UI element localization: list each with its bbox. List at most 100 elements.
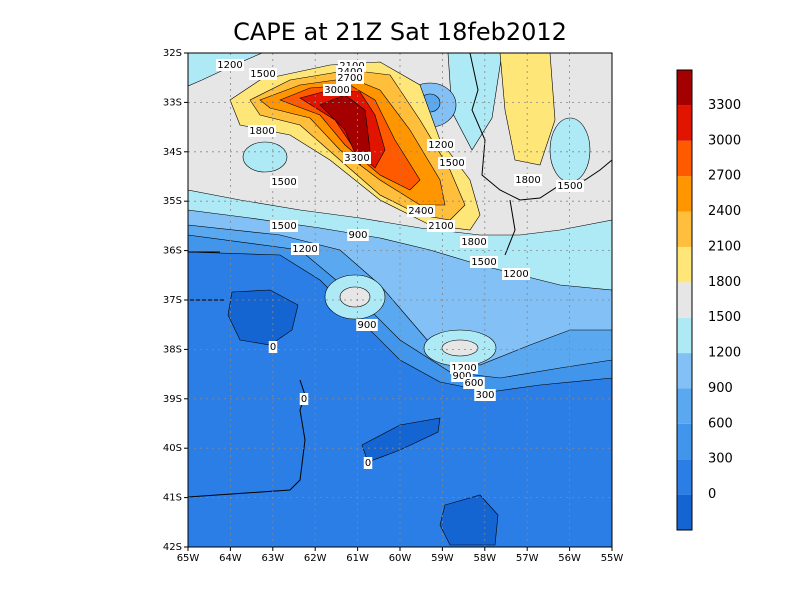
coastline — [469, 52, 613, 256]
contour-label: 0 — [365, 458, 371, 469]
contour-label-box — [556, 180, 584, 192]
contour-region — [242, 141, 288, 173]
chart-title: CAPE at 21Z Sat 18feb2012 — [233, 18, 567, 46]
contour-label: 1200 — [217, 60, 242, 71]
colorbar-swatch — [677, 353, 692, 389]
colorbar-label: 300 — [708, 452, 733, 467]
contour-label-box — [268, 341, 278, 353]
contour-label-box — [363, 457, 373, 469]
contour-label-box — [460, 236, 488, 248]
x-tick-label: 60W — [389, 553, 412, 564]
colorbar-label: 3300 — [708, 98, 741, 113]
contour-label: 1500 — [439, 158, 464, 169]
contour-label-box — [427, 220, 455, 232]
contour-label-box — [470, 256, 498, 268]
y-tick-label: 41S — [163, 493, 182, 504]
y-tick-label: 32S — [163, 48, 182, 59]
contour-label: 1200 — [428, 140, 453, 151]
contour-label: 900 — [357, 320, 376, 331]
contour-label-box — [502, 268, 530, 280]
y-tick-label: 39S — [163, 394, 182, 405]
contour-label-box — [356, 319, 378, 331]
contour-label: 1500 — [471, 257, 496, 268]
contour-label: 1800 — [461, 237, 486, 248]
contour-label-box — [427, 139, 455, 151]
contour-label-box — [249, 68, 277, 80]
contour-label-box — [474, 389, 496, 401]
x-tick-label: 64W — [219, 553, 242, 564]
y-tick-label: 33S — [163, 97, 182, 108]
colorbar-label: 600 — [708, 416, 733, 431]
colorbar-label: 0 — [708, 487, 716, 502]
y-tick-label: 42S — [163, 542, 182, 553]
colorbar-label: 1500 — [708, 310, 741, 325]
colorbar-swatch — [677, 317, 692, 354]
contour-label: 1500 — [271, 221, 296, 232]
colorbar-label: 900 — [708, 381, 733, 396]
colorbar-swatch — [677, 246, 692, 283]
y-tick-label: 36S — [163, 246, 182, 257]
contour-label: 0 — [270, 342, 276, 353]
contour-label-box — [270, 220, 298, 232]
colorbar-swatch — [677, 176, 692, 212]
colorbar-swatch — [677, 388, 692, 424]
contour-region — [339, 286, 371, 308]
colorbar-swatch — [677, 211, 692, 247]
contour-label: 1800 — [249, 126, 274, 137]
contour-label: 600 — [464, 378, 483, 389]
contour-label: 3300 — [344, 153, 369, 164]
contour-label-box — [463, 377, 485, 389]
contour-label-box — [323, 84, 351, 96]
colorbar-swatch — [677, 459, 692, 495]
contour-label-box — [299, 393, 309, 405]
y-tick-label: 34S — [163, 147, 182, 158]
contour-label: 2100 — [428, 221, 453, 232]
contour-label: 2400 — [408, 206, 433, 217]
contour-label: 3000 — [324, 85, 349, 96]
contour-label: 0 — [301, 394, 307, 405]
contour-label-box — [438, 157, 466, 169]
y-tick-label: 38S — [163, 344, 182, 355]
colorbar-label: 1800 — [708, 275, 741, 290]
contour-label-box — [248, 125, 276, 137]
contour-label: 300 — [475, 390, 494, 401]
contour-label: 900 — [348, 230, 367, 241]
contour-label: 2700 — [337, 73, 362, 84]
x-tick-label: 55W — [601, 553, 624, 564]
x-tick-label: 57W — [516, 553, 539, 564]
contour-label-box — [514, 174, 542, 186]
contour-region — [227, 289, 299, 346]
contour-region — [441, 339, 479, 357]
contour-label-box — [291, 243, 319, 255]
contour-label: 1200 — [292, 244, 317, 255]
colorbar-label: 3000 — [708, 133, 741, 148]
contour-region — [439, 494, 499, 546]
contour-label: 1200 — [451, 363, 476, 374]
x-tick-label: 63W — [261, 553, 284, 564]
x-tick-label: 62W — [304, 553, 327, 564]
contour-label: 1500 — [250, 69, 275, 80]
contour-label: 1200 — [503, 269, 528, 280]
contour-label-box — [343, 152, 371, 164]
contour-label: 1800 — [515, 175, 540, 186]
x-tick-label: 58W — [473, 553, 496, 564]
x-tick-label: 65W — [177, 553, 200, 564]
colorbar-frame — [676, 69, 693, 531]
colorbar-swatch — [677, 105, 692, 141]
x-tick-label: 56W — [558, 553, 581, 564]
colorbar-swatch — [677, 423, 692, 460]
colorbar-label: 2700 — [708, 169, 741, 184]
contour-label-box — [336, 72, 364, 84]
colorbar-label: 1200 — [708, 346, 741, 361]
map-frame — [187, 52, 613, 548]
contour-label: 1500 — [271, 177, 296, 188]
colorbar-swatch — [677, 282, 692, 318]
contour-label: 900 — [452, 371, 471, 382]
contour-label-box — [347, 229, 369, 241]
colorbar-swatch — [677, 140, 692, 177]
y-tick-label: 40S — [163, 443, 182, 454]
contour-label-box — [407, 205, 435, 217]
colorbar-label: 2400 — [708, 204, 741, 219]
